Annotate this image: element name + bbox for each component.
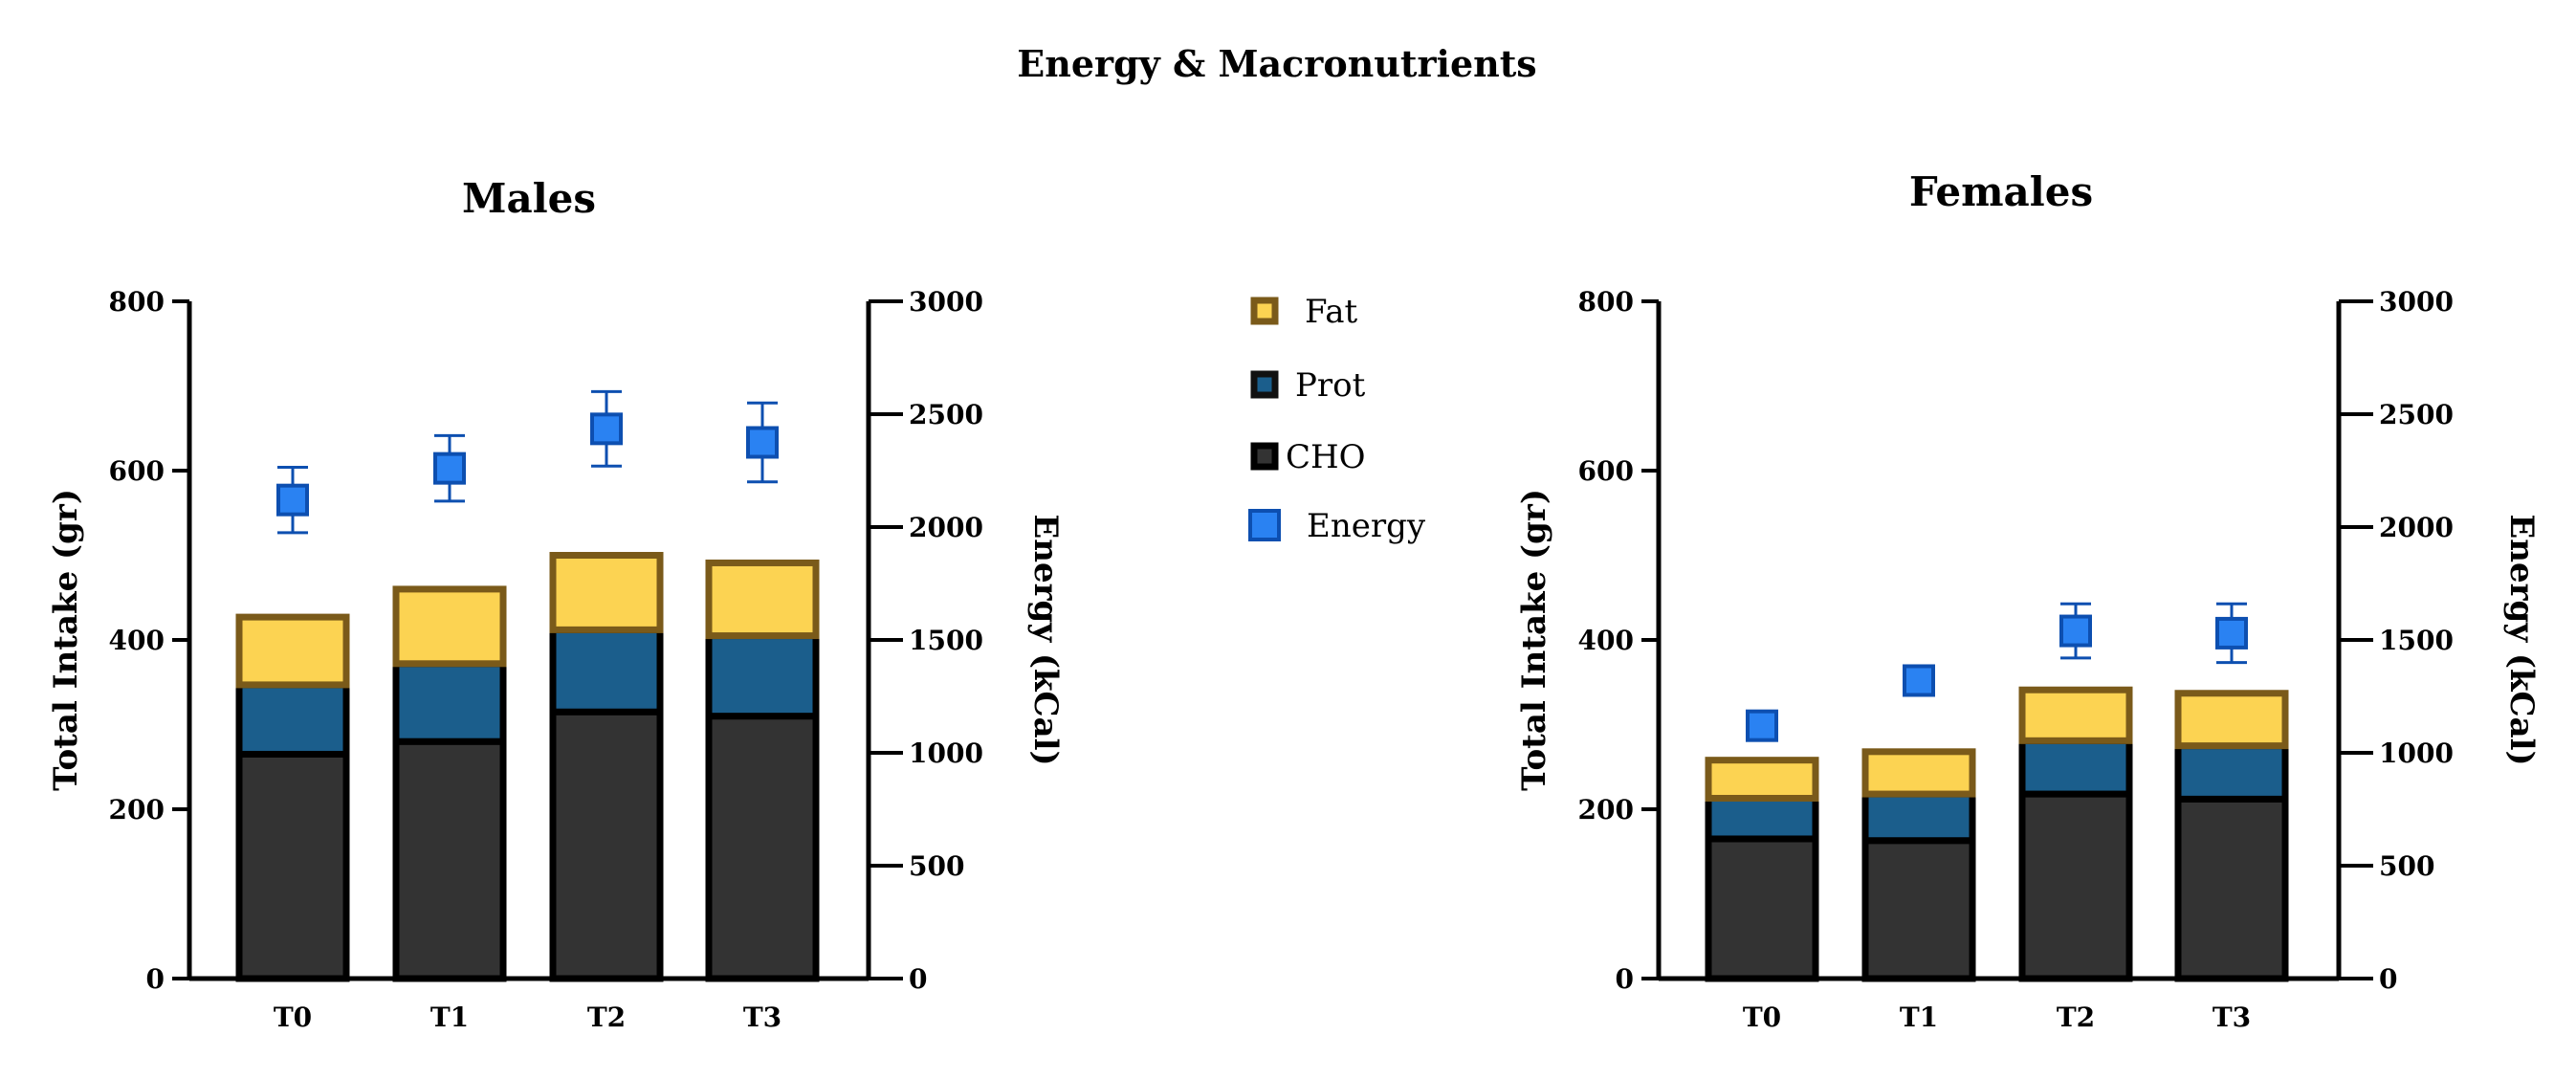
y2-tick-label: 1000 (909, 738, 983, 769)
y2-tick-label: 1000 (2379, 738, 2454, 769)
y-tick-label: 400 (1578, 625, 1634, 656)
bar-prot-t1 (1861, 790, 1976, 845)
y-tick-label: 200 (1578, 794, 1634, 826)
x-tick-label: T1 (1900, 1002, 1938, 1033)
bar-fat-t3 (705, 559, 820, 640)
bar-fat-t0 (1705, 757, 1819, 802)
energy-marker-t3 (746, 426, 779, 459)
x-tick-label: T0 (274, 1002, 312, 1033)
legend-label-cho: CHO (1286, 438, 1366, 476)
legend-label-energy: Energy (1307, 507, 1426, 545)
y2-tick-label: 2500 (2379, 399, 2454, 430)
bar-prot-t2 (549, 626, 664, 716)
y-tick-label: 600 (1578, 455, 1634, 487)
y2-tick-label: 0 (909, 963, 927, 995)
y2-axis-label: Energy (kCal) (2502, 514, 2541, 765)
x-tick-label: T1 (430, 1002, 469, 1033)
y2-tick-label: 0 (2379, 963, 2397, 995)
energy-marker-t1 (433, 451, 466, 485)
bar-cho-t3 (2174, 795, 2289, 982)
bar-prot-t2 (2018, 737, 2133, 798)
y-tick-label: 800 (1578, 286, 1634, 318)
bar-fat-t0 (235, 613, 350, 689)
legend-swatch-energy (1248, 509, 1281, 541)
y-axis-label: Total Intake (gr) (1515, 489, 1553, 791)
x-tick-label: T0 (1743, 1002, 1781, 1033)
bar-cho-t3 (705, 713, 820, 982)
y-tick-label: 600 (109, 455, 165, 487)
energy-marker-t0 (276, 483, 309, 517)
y2-tick-label: 2500 (909, 399, 983, 430)
legend: Fat Prot CHO Energy (1248, 293, 1426, 545)
legend-swatch-cho (1250, 442, 1279, 471)
panel-title: Females (1909, 168, 2093, 215)
y2-tick-label: 500 (909, 850, 964, 882)
y2-tick-label: 3000 (909, 286, 983, 318)
legend-swatch-fat (1250, 297, 1279, 325)
bar-fat-t2 (549, 552, 664, 633)
bar-cho-t2 (2018, 790, 2133, 982)
bar-fat-t2 (2018, 686, 2133, 744)
energy-marker-t1 (1903, 664, 1935, 697)
bar-prot-t3 (2174, 742, 2289, 803)
x-tick-label: T2 (2057, 1002, 2095, 1033)
bar-prot-t3 (705, 632, 820, 720)
bar-cho-t2 (549, 708, 664, 982)
y2-tick-label: 3000 (2379, 286, 2454, 318)
y2-tick-label: 2000 (909, 512, 983, 543)
x-tick-label: T3 (2213, 1002, 2251, 1033)
bar-cho-t1 (1861, 837, 1976, 982)
y-tick-label: 200 (109, 794, 165, 826)
y-tick-label: 0 (146, 963, 165, 995)
females-chart: Females T0 T1 T2 T3 0 200 400 600 800 0 500 1000 1500… (1515, 168, 2541, 1033)
x-tick-label: T3 (743, 1002, 782, 1033)
males-chart: Males T0 T1 T2 T3 0 200 400 600 800 0 500 1000 1500 20… (47, 175, 1065, 1033)
bar-prot-t0 (235, 681, 350, 758)
bar-fat-t3 (2174, 690, 2289, 750)
legend-swatch-prot (1250, 370, 1279, 399)
y-tick-label: 800 (109, 286, 165, 318)
energy-marker-t2 (590, 412, 623, 446)
y2-tick-label: 2000 (2379, 512, 2454, 543)
y-tick-label: 400 (109, 625, 165, 656)
energy-marker-t0 (1746, 709, 1778, 742)
y2-tick-label: 1500 (2379, 625, 2454, 656)
y2-tick-label: 1500 (909, 625, 983, 656)
bar-cho-t0 (235, 750, 350, 982)
y-tick-label: 0 (1616, 963, 1634, 995)
bar-prot-t0 (1705, 794, 1819, 843)
x-tick-label: T2 (587, 1002, 626, 1033)
bar-fat-t1 (392, 585, 507, 668)
legend-label-fat: Fat (1305, 293, 1358, 331)
panel-title: Males (462, 175, 596, 222)
bar-fat-t1 (1861, 748, 1976, 798)
energy-marker-t3 (2215, 616, 2248, 650)
bar-prot-t1 (392, 660, 507, 745)
figure-title: Energy & Macronutrients (1017, 42, 1536, 85)
y-axis-label: Total Intake (gr) (47, 489, 85, 791)
bar-cho-t1 (392, 738, 507, 982)
legend-label-prot: Prot (1295, 366, 1366, 405)
y2-axis-label: Energy (kCal) (1026, 514, 1065, 765)
bar-cho-t0 (1705, 835, 1819, 982)
y2-tick-label: 500 (2379, 850, 2434, 882)
energy-marker-t2 (2059, 614, 2092, 648)
